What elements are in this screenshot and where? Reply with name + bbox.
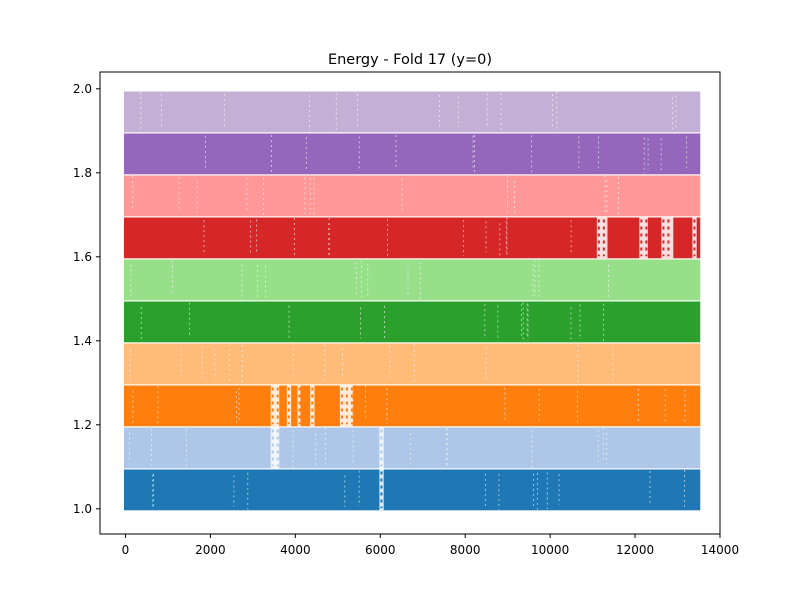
- gap-region-6: [379, 469, 384, 511]
- x-tick-label: 6000: [365, 543, 396, 557]
- plot-frame: [99, 71, 721, 535]
- y-tick-label: 2.0: [73, 82, 92, 96]
- series-band-8: [123, 133, 701, 175]
- series-band-4: [123, 301, 701, 343]
- chart-title: Energy - Fold 17 (y=0): [328, 52, 492, 68]
- x-tick-label: 10000: [531, 543, 569, 557]
- series-band-6: [123, 217, 701, 259]
- x-tick-label: 8000: [450, 543, 481, 557]
- x-tick-label: 14000: [701, 543, 739, 557]
- gap-region-11: [692, 217, 697, 259]
- y-tick-label: 1.0: [73, 502, 92, 516]
- y-tick-label: 1.6: [73, 250, 92, 264]
- y-tick-label: 1.2: [73, 418, 92, 432]
- series-band-0: [123, 469, 701, 511]
- data-bands: [123, 91, 701, 511]
- data-gaps: [128, 91, 697, 511]
- y-tick-label: 1.4: [73, 334, 92, 348]
- x-axis: 0 2000 4000 6000 8000 10000 12000 14000: [122, 534, 739, 557]
- series-band-5: [123, 259, 701, 301]
- gap-region-8: [596, 217, 608, 259]
- gap-region-9: [639, 217, 648, 259]
- x-tick-label: 12000: [616, 543, 654, 557]
- gap-region-10: [661, 217, 674, 259]
- gap-region-5: [339, 385, 353, 427]
- gap-region-3: [297, 385, 301, 427]
- x-tick-label: 2000: [195, 543, 226, 557]
- x-tick-label: 0: [122, 543, 130, 557]
- series-band-2: [123, 385, 701, 427]
- series-band-1: [123, 427, 701, 469]
- gap-region-2: [286, 385, 292, 427]
- gap-region-7: [379, 427, 384, 469]
- series-band-3: [123, 343, 701, 385]
- y-tick-label: 1.8: [73, 166, 92, 180]
- y-axis: 1.0 1.2 1.4 1.6 1.8 2.0: [73, 82, 100, 516]
- series-band-9: [123, 91, 701, 133]
- gap-region-1: [270, 385, 280, 427]
- x-tick-label: 4000: [280, 543, 311, 557]
- gap-region-0: [270, 427, 280, 469]
- gap-region-4: [310, 385, 315, 427]
- series-band-7: [123, 175, 701, 217]
